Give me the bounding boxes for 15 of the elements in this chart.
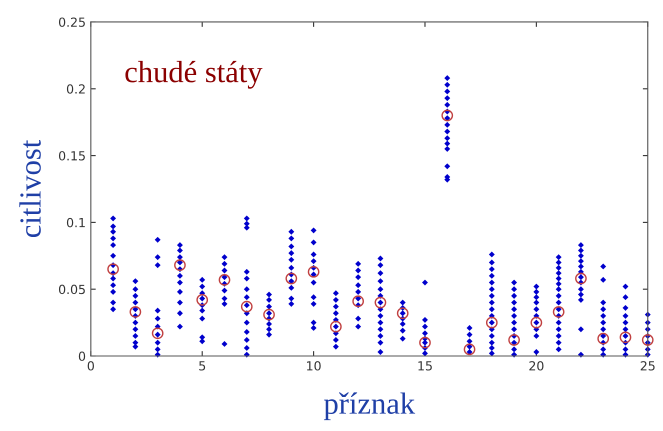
y-tick-label: 0.2 (66, 84, 85, 94)
y-axis-title: citlivost (19, 140, 41, 238)
x-tick-label: 5 (199, 361, 206, 371)
x-tick-label: 25 (640, 361, 655, 371)
x-tick-label: 15 (418, 361, 432, 371)
x-tick-label: 0 (88, 361, 94, 371)
y-tick-label: 0.25 (58, 17, 85, 27)
x-tick-label: 10 (307, 361, 321, 371)
x-tick-label: 20 (529, 361, 544, 371)
x-axis-title: příznak (324, 392, 416, 420)
y-tick-label: 0 (78, 351, 86, 361)
y-tick-label: 0.15 (58, 151, 85, 161)
y-tick-label: 0.05 (58, 284, 85, 294)
y-tick-label: 0.1 (66, 218, 85, 228)
annotation: chudé státy (125, 60, 262, 89)
